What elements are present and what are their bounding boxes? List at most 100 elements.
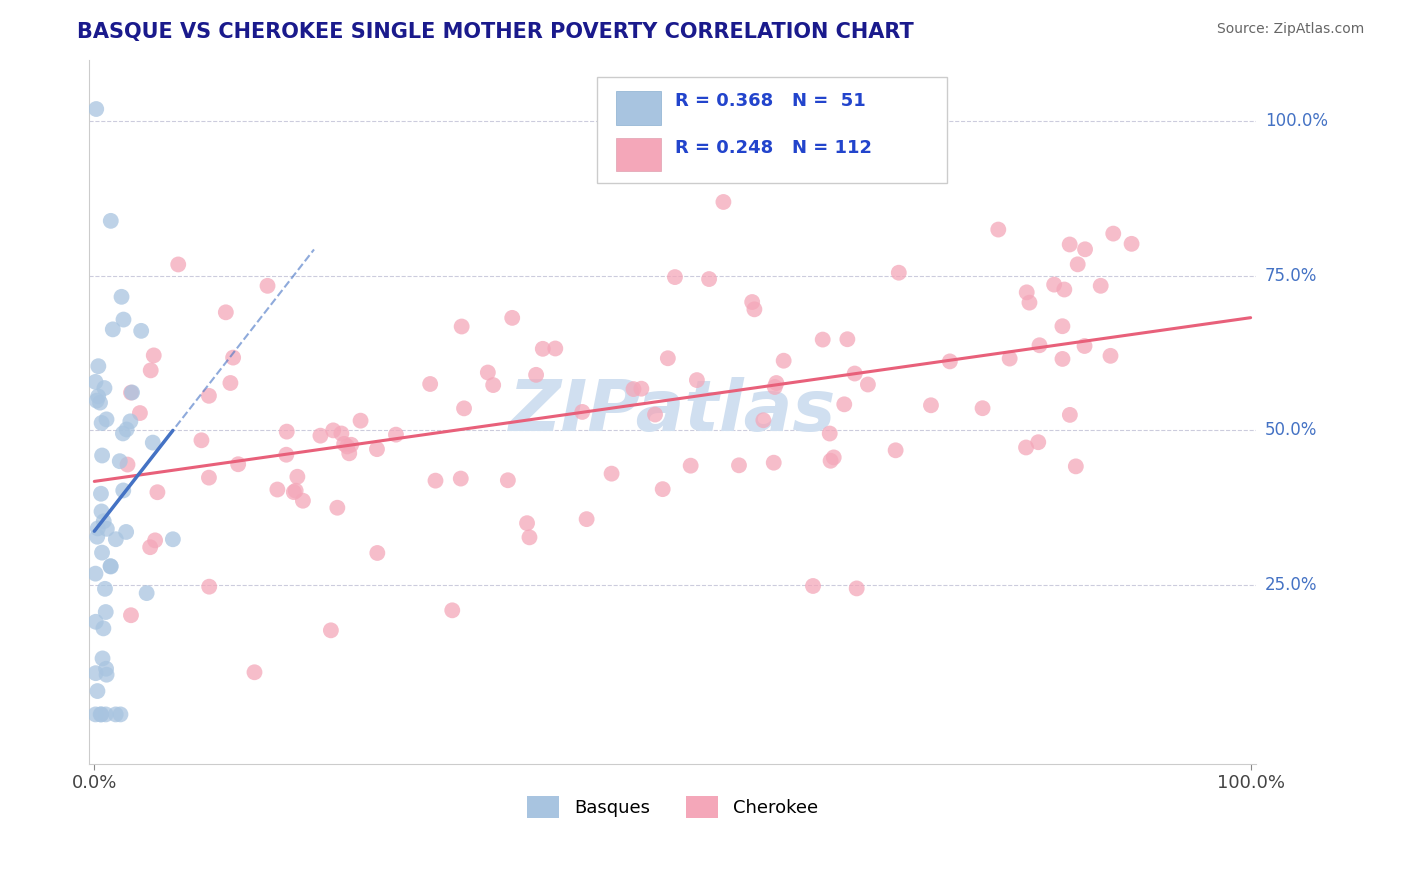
Point (284, 483, 307, 498)
Point (1052, 319, 1074, 334)
Text: BASQUE VS CHEROKEE SINGLE MOTHER POVERTY CORRELATION CHART: BASQUE VS CHEROKEE SINGLE MOTHER POVERTY… (77, 22, 914, 42)
Point (84, 707, 107, 722)
Point (531, 342, 554, 356)
Point (1099, 349, 1122, 363)
Point (998, 351, 1021, 366)
Point (142, 348, 165, 362)
Point (856, 377, 879, 392)
Point (139, 540, 162, 554)
Point (90, 487, 112, 501)
Point (90, 416, 112, 430)
Point (115, 422, 138, 436)
Point (571, 405, 593, 419)
Point (94, 662, 117, 676)
Point (1059, 237, 1081, 252)
Point (143, 533, 166, 548)
Point (96, 412, 118, 426)
Point (100, 559, 122, 574)
Point (419, 376, 441, 391)
Point (86, 684, 108, 698)
Legend: Basques, Cherokee: Basques, Cherokee (520, 789, 825, 825)
Point (1102, 227, 1125, 241)
Text: R = 0.368   N =  51: R = 0.368 N = 51 (675, 93, 866, 111)
Point (744, 302, 766, 317)
Point (425, 474, 447, 488)
Point (94, 707, 117, 722)
Point (283, 485, 305, 500)
Point (129, 406, 152, 420)
Text: R = 0.248   N = 112: R = 0.248 N = 112 (675, 139, 872, 157)
Text: 100.0%: 100.0% (1265, 112, 1327, 130)
Point (110, 707, 132, 722)
Point (811, 333, 834, 347)
Point (686, 373, 709, 387)
Point (94, 582, 117, 596)
Point (482, 378, 505, 392)
Point (198, 389, 221, 403)
Bar (616, 137, 661, 171)
Point (651, 482, 673, 496)
Point (87, 389, 110, 403)
Point (84, 615, 107, 629)
Point (1059, 408, 1081, 422)
Text: Source: ZipAtlas.com: Source: ZipAtlas.com (1216, 22, 1364, 37)
Point (657, 351, 679, 366)
Point (644, 408, 666, 422)
Point (84, 566, 107, 581)
Point (1028, 338, 1050, 352)
Point (91, 449, 114, 463)
Point (1018, 295, 1040, 310)
Point (340, 438, 363, 452)
Point (139, 363, 162, 377)
Text: 75.0%: 75.0% (1265, 267, 1317, 285)
Point (837, 332, 859, 346)
Point (120, 608, 142, 623)
Point (198, 470, 221, 484)
Point (450, 319, 472, 334)
Point (630, 382, 652, 396)
Point (96, 522, 118, 536)
Point (93, 621, 115, 635)
Point (91, 546, 114, 560)
FancyBboxPatch shape (596, 78, 946, 183)
Point (477, 366, 499, 380)
Point (146, 485, 169, 500)
Point (741, 295, 763, 310)
Point (844, 367, 866, 381)
Point (94, 605, 117, 619)
Point (519, 530, 541, 544)
Point (101, 322, 124, 336)
Point (100, 214, 122, 228)
Point (110, 290, 132, 304)
Point (121, 385, 143, 400)
Text: ZIPatlas: ZIPatlas (509, 377, 837, 446)
Point (679, 458, 702, 473)
Bar (616, 91, 661, 125)
Point (276, 425, 298, 439)
Point (100, 559, 122, 574)
Point (256, 278, 278, 293)
Point (90, 504, 112, 518)
Point (226, 457, 249, 471)
Point (763, 380, 786, 394)
Point (1052, 351, 1074, 366)
Point (765, 376, 787, 390)
Point (87, 359, 110, 374)
Point (336, 440, 359, 454)
Point (111, 426, 134, 441)
Point (972, 401, 994, 416)
Point (104, 532, 127, 546)
Point (1043, 277, 1066, 292)
Point (104, 707, 127, 722)
Point (84, 102, 107, 116)
Point (309, 428, 332, 442)
Point (544, 342, 567, 356)
Point (349, 414, 371, 428)
Point (1015, 285, 1038, 300)
Point (832, 397, 855, 411)
Point (112, 312, 135, 326)
Point (801, 579, 824, 593)
Point (89, 395, 111, 409)
Point (496, 473, 519, 487)
Point (1015, 441, 1038, 455)
